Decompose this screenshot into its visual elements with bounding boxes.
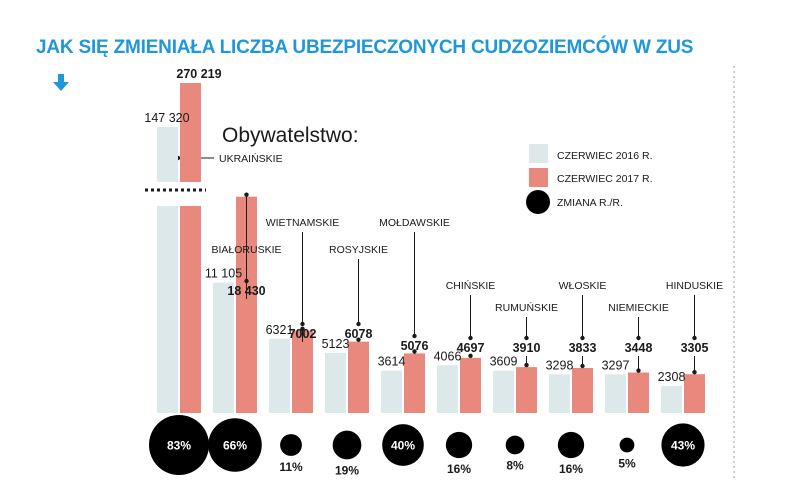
pointer-dot-bar-chinskie [468, 353, 473, 359]
change-circle-chinskie [445, 431, 473, 459]
value-label-2017-ukrainskie: 270 219 [176, 67, 221, 81]
bar-2017-rosyjskie [348, 341, 369, 413]
bar-2016-bialoruskie [213, 282, 234, 413]
value-label-2016-moldawskie: 3614 [378, 355, 406, 369]
bar-2016-rumunskie [493, 370, 514, 413]
bar-2017-rumunskie [516, 367, 537, 413]
change-circle-niemieckie [619, 437, 635, 453]
category-label-chinskie: CHIŃSKIE [446, 279, 496, 292]
category-label-niemieckie: NIEMIECKIE [608, 302, 669, 314]
value-label-2017-moldawskie: 5076 [401, 339, 429, 353]
bar-2016-wloskie [549, 374, 570, 413]
change-label-hinduskie: 43% [671, 439, 695, 453]
bar-2016-rosyjskie [325, 352, 346, 413]
category-label-bialoruskie: BIAŁORUSKIE [211, 244, 281, 256]
bar-2017-moldawskie [404, 353, 425, 413]
legend-swatch-2017 [529, 168, 548, 187]
pointer-dot-top-hinduskie [692, 335, 697, 341]
value-label-2016-wloskie: 3298 [546, 358, 574, 372]
legend-label-2016: CZERWIEC 2016 R. [557, 150, 653, 162]
value-label-2016-rosyjskie: 5123 [322, 337, 350, 351]
value-label-2016-ukrainskie: 147 320 [144, 111, 189, 125]
pointer-dot-top-wloskie [580, 335, 585, 341]
value-label-2017-rumunskie: 3910 [513, 341, 541, 355]
value-label-2016-chinskie: 4066 [434, 349, 462, 363]
change-label-rosyjskie: 19% [335, 463, 359, 477]
change-circle-bialoruskie [208, 418, 262, 472]
category-label-rumunskie: RUMUŃSKIE [495, 301, 558, 314]
change-circle-rosyjskie [332, 430, 362, 460]
bar-2016-moldawskie [381, 370, 402, 413]
change-circle-hinduskie [661, 423, 705, 467]
change-circle-moldawskie [382, 424, 424, 466]
value-label-2017-chinskie: 4697 [457, 341, 485, 355]
bar-2017-ukrainskie [180, 206, 201, 413]
value-label-2017-hinduskie: 3305 [681, 341, 709, 355]
category-label-hinduskie: HINDUSKIE [666, 280, 723, 292]
change-circle-rumunskie [505, 435, 525, 455]
legend-label-change: ZMIANA R./R. [557, 197, 623, 209]
chart-title: JAK SIĘ ZMIENIAŁA LICZBA UBEZPIECZONYCH … [36, 37, 694, 58]
category-label-wietnamskie: WIETNAMSKIE [266, 217, 340, 229]
change-label-wietnamskie: 11% [279, 460, 303, 474]
legend-label-2017: CZERWIEC 2017 R. [557, 173, 653, 185]
pointer-dot-top-chinskie [468, 335, 473, 341]
value-label-2017-niemieckie: 3448 [625, 341, 653, 355]
bar-2016-niemieckie [605, 374, 626, 413]
bar-2017-hinduskie [684, 374, 705, 413]
category-label-rosyjskie: ROSYJSKIE [329, 244, 388, 256]
category-label-ukrainskie: UKRAIŃSKIE [219, 152, 283, 165]
bar-2017-wietnamskie [292, 330, 313, 413]
bar-2016-wietnamskie [269, 338, 290, 413]
bar-2017-niemieckie [628, 372, 649, 413]
change-circle-wloskie [557, 431, 585, 459]
bar-2016-hinduskie [661, 385, 682, 413]
pointer-dot-bar-rosyjskie [356, 337, 361, 342]
arrow-down-icon [53, 74, 69, 91]
value-label-2017-wietnamskie: 7002 [289, 327, 317, 341]
bar-2016-ukrainskie [157, 206, 178, 413]
bar-2016-chinskie [437, 365, 458, 413]
value-label-2016-bialoruskie: 11 105 [205, 267, 242, 281]
pointer-dot-top-rumunskie [524, 335, 529, 341]
change-label-moldawskie: 40% [391, 439, 415, 453]
legend-swatch-2016 [529, 144, 548, 163]
bar-2017-chinskie [460, 357, 481, 413]
legend-swatch-change [526, 190, 550, 214]
bar-2017-ukrainskie-top [180, 83, 201, 182]
value-label-2017-wloskie: 3833 [569, 341, 597, 355]
value-label-2016-hinduskie: 2308 [658, 370, 686, 384]
change-label-wloskie: 16% [559, 462, 583, 476]
category-label-moldawskie: MOŁDAWSKIE [379, 217, 450, 229]
change-label-niemieckie: 5% [618, 456, 636, 470]
pointer-dot-top-wietnamskie [300, 321, 305, 327]
bar-2017-wloskie [572, 368, 593, 413]
change-label-bialoruskie: 66% [223, 439, 247, 453]
pointer-dot-top-rosyjskie [356, 321, 361, 327]
pointer-dot-top-moldawskie [412, 333, 417, 339]
value-label-2016-rumunskie: 3609 [490, 355, 518, 369]
bar-2016-ukrainskie-top [157, 127, 178, 182]
value-label-2016-wietnamskie: 6321 [266, 323, 294, 337]
value-label-2017-rosyjskie: 6078 [345, 327, 373, 341]
change-circle-ukrainskie [149, 415, 209, 475]
change-circle-wietnamskie [280, 434, 302, 456]
bar-2017-bialoruskie [236, 196, 257, 413]
value-label-2017-bialoruskie: 18 430 [227, 284, 265, 298]
change-label-chinskie: 16% [447, 462, 471, 476]
legend-heading: Obywatelstwo: [222, 124, 359, 147]
category-label-wloskie: WŁOSKIE [559, 280, 607, 292]
pointer-dot-top-niemieckie [636, 335, 641, 341]
value-label-2016-niemieckie: 3297 [602, 358, 630, 372]
change-label-rumunskie: 8% [506, 458, 524, 472]
change-label-ukrainskie: 83% [167, 439, 191, 453]
